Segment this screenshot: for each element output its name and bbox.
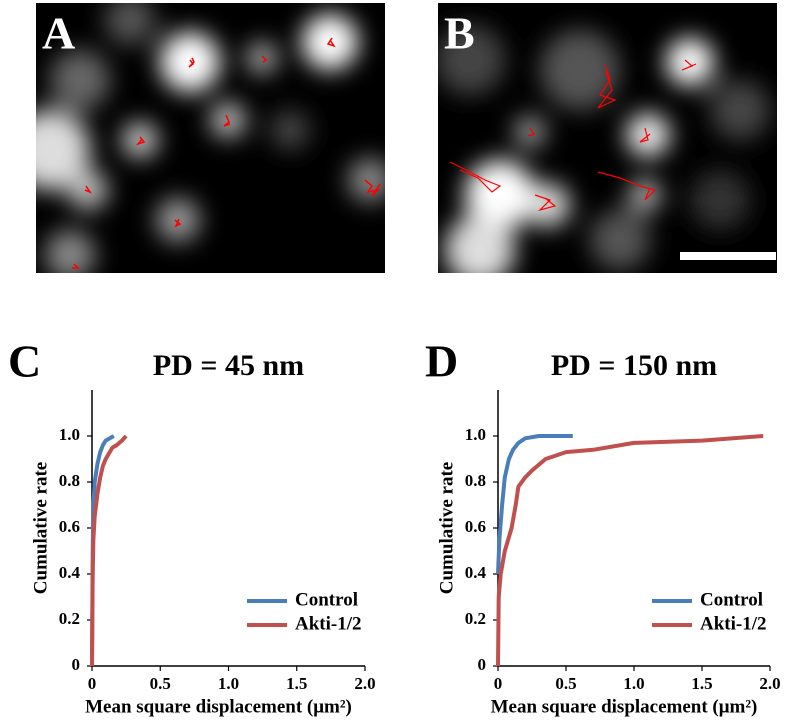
panel-label: A: [42, 8, 75, 59]
x-tick-label: 0: [88, 674, 97, 693]
y-tick-label: 0.4: [59, 563, 81, 582]
y-tick-label: 0.6: [59, 517, 80, 536]
y-axis-label: Cumulative rate: [436, 462, 457, 594]
x-axis-label: Mean square displacement (μm²): [491, 696, 758, 717]
y-axis-label: Cumulative rate: [30, 462, 51, 594]
micrograph-a: [36, 3, 385, 273]
y-tick-label: 0: [72, 655, 81, 674]
x-tick-label: 2.0: [354, 674, 375, 693]
series-line: [496, 434, 573, 575]
x-tick-label: 0: [494, 674, 503, 693]
y-tick-label: 1.0: [59, 425, 80, 444]
micrograph-b: [438, 3, 777, 273]
y-tick-label: 0.2: [59, 609, 80, 628]
x-tick-label: 1.0: [623, 674, 644, 693]
y-tick-label: 0.6: [465, 517, 486, 536]
y-tick-label: 0: [478, 655, 487, 674]
x-tick-label: 0.5: [555, 674, 576, 693]
chart-title: PD = 150 nm: [551, 349, 717, 382]
panel-label: B: [444, 8, 475, 59]
x-axis-label: Mean square displacement (μm²): [85, 696, 352, 717]
chart-title: PD = 45 nm: [153, 349, 304, 382]
x-tick-label: 1.0: [218, 674, 239, 693]
y-tick-label: 0.4: [465, 563, 487, 582]
x-tick-label: 1.5: [286, 674, 307, 693]
legend-label: Control: [295, 589, 358, 610]
x-tick-label: 1.5: [691, 674, 712, 693]
panel-label: C: [8, 336, 41, 387]
x-tick-label: 0.5: [150, 674, 171, 693]
legend-label: Control: [700, 589, 763, 610]
y-tick-label: 1.0: [465, 425, 486, 444]
panel-label: D: [425, 336, 458, 387]
y-tick-label: 0.8: [465, 471, 486, 490]
y-tick-label: 0.8: [59, 471, 80, 490]
x-tick-label: 2.0: [759, 674, 780, 693]
legend-label: Akti-1/2: [295, 613, 362, 634]
y-tick-label: 0.2: [465, 609, 486, 628]
series-line: [496, 434, 764, 667]
series-line: [90, 434, 128, 667]
legend-label: Akti-1/2: [700, 613, 767, 634]
